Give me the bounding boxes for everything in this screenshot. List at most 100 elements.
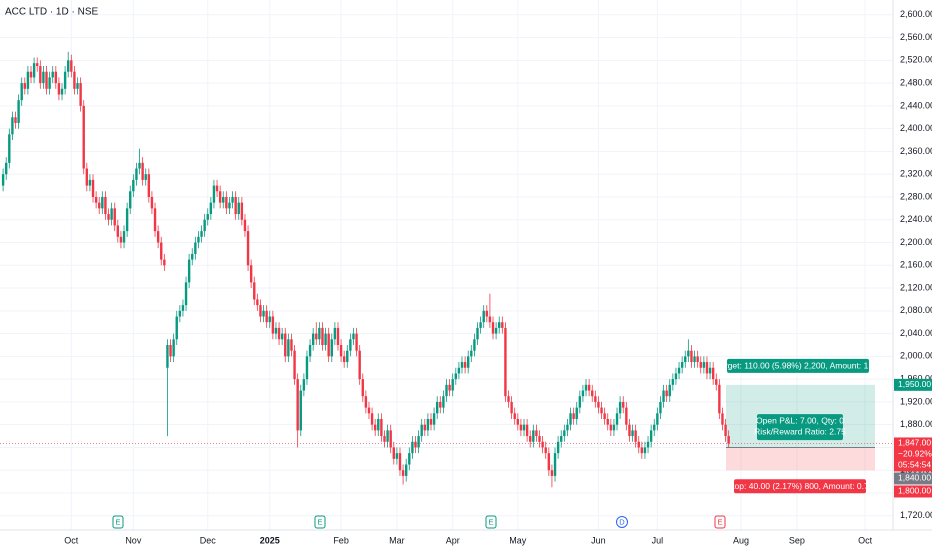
y-tick-label: 2,280.00 [900,191,932,201]
candle-body [377,418,380,431]
candle-body [299,390,302,431]
candle-body [26,71,30,89]
candle-body [200,231,203,237]
candle-body [628,424,631,437]
candle-body [104,196,107,215]
candle-body [445,384,448,397]
candle-body [150,196,154,209]
candle-body [42,71,45,84]
candle-body [305,356,309,380]
candle-body [398,453,402,471]
candle-body [315,333,318,340]
candle-body [243,219,247,232]
candle-body [246,231,250,266]
y-tick-label: 2,560.00 [900,32,932,42]
candle-body [696,356,699,363]
candle-body [587,384,591,391]
candle-body [163,259,166,266]
candle-body [181,305,185,311]
candle-body [659,401,662,414]
candle-body [178,310,182,317]
candle-body [699,362,702,368]
candle-body [113,208,116,226]
candle-body [296,379,299,431]
candle-body [361,379,364,397]
candle-body [671,379,675,385]
candle-body [525,424,529,437]
candle-body [51,71,54,78]
candle-body [132,179,135,192]
candle-body [324,333,327,345]
candle-body [60,88,64,95]
candle-body [1,174,5,186]
candle-body [488,316,492,323]
candle-body [538,436,541,442]
y-tick-label: 2,360.00 [900,146,932,156]
candle-body [625,407,628,425]
candle-body [339,344,343,357]
candle-body [358,350,361,380]
y-tick-label: 1,920.00 [900,396,932,406]
candle-body [321,327,324,345]
y-tick-label: 1,880.00 [900,419,932,429]
candle-body [373,424,377,431]
candle-body [125,208,129,232]
event-marker [112,515,124,529]
event-marker[interactable] [616,516,628,528]
candle-body [417,436,420,448]
y-tick-label: 2,000.00 [900,351,932,361]
candle-body [231,196,234,203]
candle-body [122,231,126,243]
candle-body [256,299,259,306]
candle-body [680,362,684,368]
candle-body [135,168,138,180]
x-tick-label: Mar [389,535,405,545]
candle-body [156,231,160,243]
y-tick-label: 2,160.00 [900,260,932,270]
candle-body [234,196,237,215]
x-tick-label: Dec [200,535,217,545]
candle-body [684,356,687,363]
event-marker [314,515,326,529]
event-label: E [317,517,322,526]
candle-body [615,413,619,425]
candle-body [572,413,575,419]
candle-body [560,436,563,442]
candle-body [516,418,520,425]
pnl-label: Open P&L: 7.00, Qty: 0 [756,415,844,425]
candle-body [101,196,104,209]
y-tick-label: 2,120.00 [900,282,932,292]
candle-body [532,430,535,442]
candle-body [529,436,532,442]
candle-body [460,362,464,368]
candle-body [57,83,61,95]
candle-body [603,413,606,419]
candle-body [380,418,383,437]
candle-body [563,430,566,437]
candle-body [656,413,659,425]
y-tick-label: 1,960.00 [900,374,932,384]
candle-body [311,333,315,345]
x-tick-label: Nov [125,535,142,545]
candle-body [705,362,709,374]
candle-body [14,117,17,123]
candle-body [54,71,58,84]
candle-body [439,401,442,408]
price-tag-label: −20.92% [898,449,932,459]
candle-body [553,453,557,476]
candle-body [631,430,634,437]
candle-body [63,71,67,89]
y-tick-label: 2,240.00 [900,214,932,224]
candle-body [342,356,346,363]
candle-body [36,63,39,67]
y-tick-label: 2,320.00 [900,169,932,179]
candle-body [352,333,355,340]
y-tick-label: 1,720.00 [900,510,932,520]
candle-body [215,185,219,192]
candle-body [727,436,730,444]
candle-body [498,322,501,328]
candle-body [420,424,423,437]
candle-body [392,447,395,459]
candle-body [646,441,650,448]
event-label: D [619,517,625,526]
